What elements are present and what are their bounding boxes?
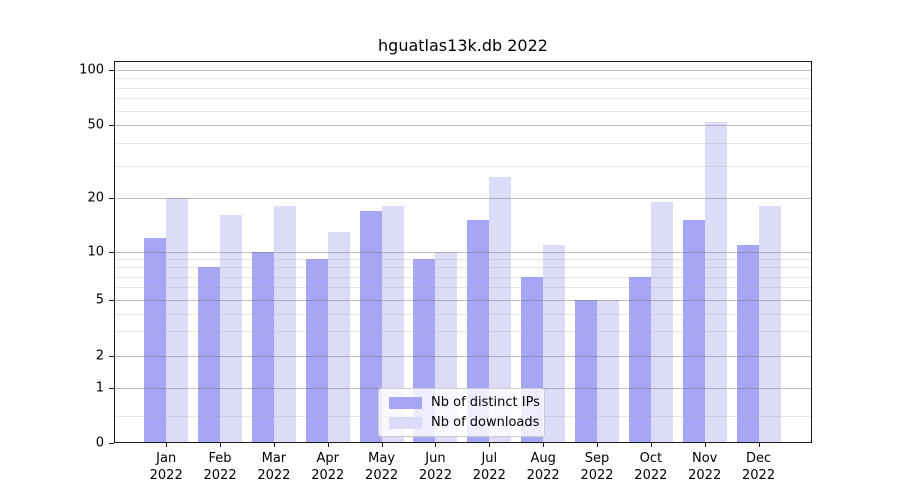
bar-downloads-may (381, 206, 404, 443)
x-tick-label-jan: Jan 2022 (149, 451, 183, 483)
legend-swatch-distinct-ips (389, 396, 422, 409)
y-tick-mark-0 (109, 443, 114, 444)
y-tick-mark-100 (109, 70, 114, 71)
gridline-major-50 (114, 125, 812, 126)
legend-entry-distinct-ips: Nb of distinct IPs (389, 395, 540, 410)
bar-downloads-feb (220, 215, 243, 443)
legend-entry-downloads: Nb of downloads (389, 415, 539, 430)
grid-layer (114, 61, 812, 443)
x-tick-label-sep: Sep 2022 (580, 451, 614, 483)
x-tick-mark-jan (166, 443, 168, 447)
gridline-minor-9 (114, 259, 812, 261)
legend: Nb of distinct IPs Nb of downloads (378, 388, 545, 437)
bar-distinct-ips-mar (251, 252, 274, 443)
y-tick-mark-5 (109, 300, 114, 301)
x-tick-mark-oct (650, 443, 652, 447)
gridline-minor-3 (114, 331, 812, 333)
y-tick-mark-20 (109, 198, 114, 199)
x-tick-mark-sep (597, 443, 598, 447)
gridline-major-5 (114, 300, 812, 301)
x-tick-label-apr: Apr 2022 (311, 451, 345, 483)
bar-downloads-dec (758, 206, 781, 443)
bar-downloads-oct (650, 202, 673, 443)
gridline-minor-60 (114, 110, 812, 112)
gridline-minor-8 (114, 267, 812, 269)
x-tick-label-feb: Feb 2022 (203, 451, 237, 483)
bar-distinct-ips-feb (198, 267, 221, 443)
bar-distinct-ips-apr (305, 259, 328, 443)
y-tick-mark-2 (109, 356, 114, 357)
bar-downloads-aug (543, 244, 566, 443)
x-tick-mark-jul (489, 443, 491, 447)
x-tick-label-mar: Mar 2022 (257, 451, 291, 483)
bar-downloads-jan (166, 198, 189, 443)
x-tick-label-may: May 2022 (365, 451, 399, 483)
bar-distinct-ips-sep (575, 300, 597, 443)
y-tick-label-100: 100 (79, 62, 104, 78)
chart-title: hguatlas13k.db 2022 (378, 36, 548, 55)
gridline-major-2 (114, 356, 812, 357)
y-tick-label-20: 20 (87, 190, 104, 206)
x-tick-mark-mar (273, 443, 275, 447)
bar-distinct-ips-oct (628, 276, 651, 443)
y-tick-mark-1 (109, 388, 114, 389)
y-tick-label-50: 50 (87, 117, 104, 133)
y-tick-label-0: 0 (95, 435, 104, 451)
y-tick-label-5: 5 (95, 292, 104, 308)
legend-label-downloads: Nb of downloads (431, 415, 540, 430)
legend-label-distinct-ips: Nb of distinct IPs (431, 395, 540, 410)
bar-downloads-apr (327, 231, 350, 443)
gridline-minor-30 (114, 165, 812, 167)
bar-distinct-ips-jan (144, 237, 167, 443)
bar-downloads-nov (704, 121, 727, 443)
gridline-major-100 (114, 70, 812, 71)
y-tick-label-2: 2 (95, 348, 104, 364)
y-tick-label-10: 10 (87, 244, 104, 260)
bar-distinct-ips-may (359, 210, 382, 443)
x-tick-mark-dec (758, 443, 760, 447)
x-tick-mark-feb (220, 443, 222, 447)
x-tick-label-jun: Jun 2022 (418, 451, 452, 483)
gridline-minor-40 (114, 142, 812, 144)
x-tick-mark-aug (543, 443, 545, 447)
bar-downloads-jul (489, 177, 512, 443)
gridline-minor-4 (114, 313, 812, 315)
x-tick-label-oct: Oct 2022 (634, 451, 668, 483)
gridline-minor-70 (114, 98, 812, 100)
bar-distinct-ips-jul (467, 220, 490, 443)
gridline-minor-7 (114, 276, 812, 278)
y-tick-mark-50 (109, 125, 114, 126)
gridline-minor-6 (114, 287, 812, 289)
x-tick-label-aug: Aug 2022 (526, 451, 560, 483)
x-tick-label-nov: Nov 2022 (688, 451, 722, 483)
bar-downloads-mar (273, 206, 296, 443)
x-tick-mark-jun (435, 443, 437, 447)
bar-downloads-sep (597, 300, 619, 443)
legend-swatch-downloads (389, 416, 422, 429)
y-tick-mark-10 (109, 252, 114, 253)
x-tick-mark-may (381, 443, 383, 447)
gridline-major-20 (114, 198, 812, 199)
gridline-minor-80 (114, 87, 812, 89)
bars-layer (114, 61, 812, 443)
gridline-major-10 (114, 252, 812, 253)
plot-area (114, 61, 812, 443)
x-tick-mark-nov (704, 443, 706, 447)
x-tick-mark-apr (327, 443, 329, 447)
x-tick-label-jul: Jul 2022 (472, 451, 506, 483)
gridline-minor-90 (114, 78, 812, 80)
x-tick-label-dec: Dec 2022 (742, 451, 776, 483)
bar-distinct-ips-nov (682, 220, 705, 443)
bar-distinct-ips-dec (736, 244, 759, 443)
y-tick-label-1: 1 (95, 380, 104, 396)
